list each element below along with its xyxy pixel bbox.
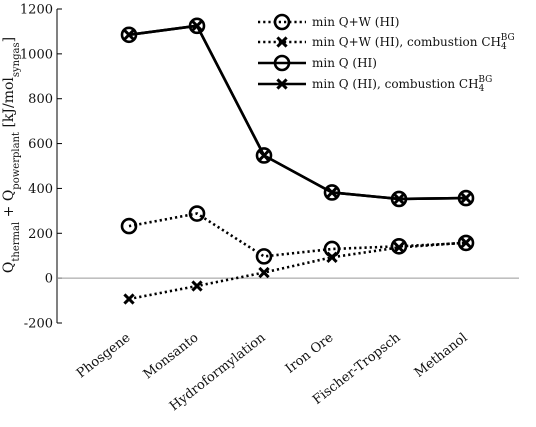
y-axis-label-sub: syngas: [11, 42, 22, 77]
series-group: [120, 17, 475, 305]
legend-label-text: min Q (HI): [312, 56, 377, 70]
data-point-x: [191, 280, 203, 292]
data-point-x: [326, 251, 338, 263]
y-axis-label-part: ]: [1, 37, 17, 42]
data-point-circle: [120, 217, 138, 235]
legend-entry: min Q+W (HI), combustion CH4BG: [258, 33, 515, 52]
series-line: [128, 24, 467, 201]
data-point-circle: [188, 205, 206, 222]
data-point-circle: [273, 13, 291, 31]
axes: -200 0 200 400 600 800 1000 1200 Phosgene Monsant…: [20, 3, 471, 415]
legend-entry: min Q (HI), combustion CH4BG: [258, 75, 492, 94]
legend-label: min Q+W (HI), combustion CH4BG: [312, 33, 515, 52]
data-point-circle: [273, 54, 291, 72]
data-point-x: [460, 237, 472, 249]
data-point-x: [258, 266, 270, 279]
y-axis-label-sub: powerplant: [11, 132, 22, 190]
data-point-x: [460, 192, 472, 204]
y-tick-label: 800: [28, 92, 53, 107]
legend-label: min Q+W (HI): [312, 15, 399, 29]
x-tick-label: Monsanto: [141, 330, 202, 382]
data-point-x: [276, 36, 288, 48]
x-tick-label: Methanol: [412, 330, 471, 380]
legend-entry: min Q+W (HI): [258, 13, 399, 31]
data-point-x: [276, 78, 288, 90]
data-point-circle: [457, 234, 475, 252]
y-axis-label: Qthermal + Qpowerplant [kJ/molsyngas]: [1, 37, 22, 273]
legend: min Q+W (HI)min Q+W (HI), combustion CH4…: [258, 13, 515, 94]
x-tick-label: Phosgene: [74, 330, 134, 381]
data-point-x: [326, 186, 338, 199]
series-line: [128, 212, 467, 258]
data-point-x: [393, 193, 405, 205]
legend-label: min Q (HI): [312, 56, 377, 70]
data-point-circle: [255, 248, 273, 265]
y-tick-label: 200: [28, 227, 53, 242]
legend-label-sup: BG: [478, 75, 492, 85]
legend-label-text: min Q+W (HI), combustion CH: [312, 35, 501, 49]
y-tick-label: 400: [28, 182, 53, 197]
series-line: [128, 241, 467, 301]
legend-label-sub: 4: [501, 42, 507, 52]
y-axis-label-part: [kJ/mol: [1, 77, 17, 132]
data-point-x: [123, 29, 135, 41]
data-point-x: [393, 241, 405, 254]
data-point-x: [258, 149, 270, 162]
y-axis-label-sub: thermal: [11, 222, 22, 262]
y-tick-label: 0: [45, 272, 53, 287]
y-tick-label: -200: [24, 317, 53, 332]
legend-label-text: min Q (HI), combustion CH: [312, 77, 479, 91]
series-qw: [120, 205, 475, 265]
y-tick-label: 1200: [20, 3, 53, 18]
series-qw_comb: [123, 237, 472, 305]
y-axis-label-part: + Q: [1, 190, 17, 222]
legend-label-sup: BG: [501, 33, 515, 43]
series-q_comb: [123, 20, 472, 205]
y-tick-label: 600: [28, 137, 53, 152]
legend-label: min Q (HI), combustion CH4BG: [312, 75, 492, 94]
y-axis-label-part: Q: [1, 262, 17, 273]
y-tick-label: 1000: [20, 47, 53, 62]
data-point-circle: [255, 147, 273, 164]
data-point-x: [123, 293, 135, 305]
legend-entry: min Q (HI): [258, 54, 377, 72]
legend-label-sub: 4: [479, 84, 485, 94]
legend-label-text: min Q+W (HI): [312, 15, 399, 29]
x-tick-label: Iron Ore: [283, 330, 337, 377]
data-point-x: [191, 20, 203, 32]
